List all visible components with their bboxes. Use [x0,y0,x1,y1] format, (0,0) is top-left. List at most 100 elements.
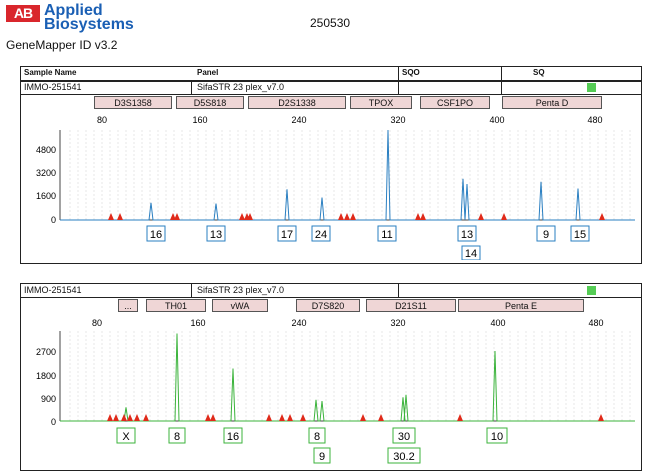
quality-status-icon [587,286,596,295]
allele-text: X [122,431,130,443]
allele-label[interactable] [457,225,477,242]
allele-text: 24 [315,229,327,241]
off-ladder-triangle [344,213,350,220]
off-ladder-triangle [598,414,604,421]
allele-label[interactable] [486,427,508,444]
allele-label[interactable] [116,427,136,444]
electropherogram-plot-2: 80 160 240 320 400 480 2700 1800 900 0 X… [36,318,635,464]
panel-name: SifaSTR 23 plex_v7.0 [197,285,285,295]
brand-line-1: Applied [44,2,103,19]
allele-label[interactable] [308,427,326,444]
marker-d7s820[interactable]: D7S820 [296,299,360,312]
col-sqo: SQO [402,68,420,77]
marker-th01[interactable]: TH01 [146,299,206,312]
off-ladder-triangle [338,213,344,220]
allele-label[interactable] [387,447,421,464]
marker-penta-e[interactable]: Penta E [458,299,584,312]
allele-label[interactable] [311,225,331,242]
allele-text: 30.2 [393,451,414,463]
off-ladder-triangle [420,213,426,220]
allele-label[interactable] [392,427,416,444]
allele-label[interactable] [277,225,297,242]
allele-label[interactable] [536,225,556,242]
allele-text: 30 [398,431,410,443]
marker-d5s818[interactable]: D5S818 [176,96,244,109]
allele-label[interactable] [313,447,331,464]
y-tick-label: 0 [51,417,56,427]
sample-row-2[interactable]: IMMO-251541 SifaSTR 23 plex_v7.0 [20,283,642,298]
document-title: 250530 [310,16,351,30]
allele-text: 13 [210,229,222,241]
off-ladder-triangle [360,414,366,421]
off-ladder-triangle [121,414,127,421]
col-sample-name: Sample Name [24,68,77,77]
x-tick-label: 80 [97,115,107,125]
marker-tpox[interactable]: TPOX [350,96,412,109]
x-tick-label: 80 [92,318,102,328]
trace-green [60,333,635,422]
off-ladder-triangle [205,414,211,421]
allele-text: 8 [314,431,320,443]
allele-label[interactable] [461,245,481,260]
off-ladder-triangle [134,414,140,421]
x-tick-label: 320 [390,318,405,328]
allele-label[interactable] [223,427,243,444]
marker-d3s1358[interactable]: D3S1358 [94,96,172,109]
electropherogram-plot-1: 80 160 240 320 400 480 4800 3200 1600 0 … [36,115,635,260]
off-ladder-triangle [457,414,463,421]
off-ladder-triangle [415,213,421,220]
x-tick-label: 400 [489,115,504,125]
sample-name: IMMO-251541 [24,285,82,295]
off-ladder-triangle [113,414,119,421]
sample-name: IMMO-251541 [24,82,82,92]
off-ladder-markers [108,213,605,220]
x-tick-label: 320 [390,115,405,125]
off-ladder-triangle [266,414,272,421]
marker-hidden-more[interactable]: ... [118,299,138,312]
x-tick-label: 480 [588,318,603,328]
allele-text: 9 [543,229,549,241]
off-ladder-markers [107,414,604,421]
allele-label[interactable] [146,225,166,242]
marker-d2s1338[interactable]: D2S1338 [248,96,346,109]
x-tick-label: 160 [192,115,207,125]
allele-label[interactable] [168,427,186,444]
marker-penta-d[interactable]: Penta D [502,96,602,109]
allele-label[interactable] [570,225,590,242]
off-ladder-triangle [127,414,133,421]
off-ladder-triangle [143,414,149,421]
brand-line-2: Biosystems [44,16,134,33]
trace-blue [60,129,635,221]
off-ladder-triangle [501,213,507,220]
off-ladder-triangle [599,213,605,220]
y-tick-label: 1800 [36,371,56,381]
marker-csf1po[interactable]: CSF1PO [420,96,490,109]
panel-name: SifaSTR 23 plex_v7.0 [197,82,285,92]
x-tick-label: 240 [291,318,306,328]
off-ladder-triangle [287,414,293,421]
allele-text: 9 [319,451,325,463]
sample-row-1[interactable]: IMMO-251541 SifaSTR 23 plex_v7.0 [20,80,642,95]
x-tick-label: 160 [190,318,205,328]
col-panel: Panel [197,68,219,77]
marker-vwa[interactable]: vWA [212,299,268,312]
marker-d21s11[interactable]: D21S11 [366,299,456,312]
off-ladder-triangle [108,213,114,220]
off-ladder-triangle [300,414,306,421]
allele-label[interactable] [377,225,397,242]
col-sq: SQ [533,68,545,77]
allele-text: 17 [281,229,293,241]
allele-label[interactable] [206,225,226,242]
allele-text: 16 [227,431,239,443]
allele-text: 14 [465,248,477,260]
off-ladder-triangle [279,414,285,421]
off-ladder-triangle [247,213,253,220]
y-tick-label: 1600 [36,191,56,201]
allele-text: 15 [574,229,586,241]
x-tick-label: 240 [291,115,306,125]
column-header-row: Sample Name Panel SQO SQ [20,66,642,82]
allele-text: 10 [491,431,503,443]
off-ladder-triangle [239,213,245,220]
y-tick-label: 900 [41,394,56,404]
allele-text: 13 [461,229,473,241]
